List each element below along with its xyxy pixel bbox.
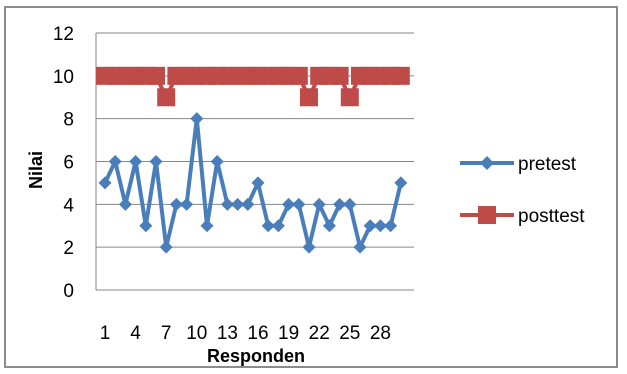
data-point-posttest	[289, 66, 308, 85]
x-axis-title: Responden	[207, 346, 305, 366]
data-point-pretest	[333, 197, 347, 211]
data-point-pretest	[312, 197, 326, 211]
data-point-pretest	[210, 155, 224, 168]
legend: pretest posttest	[460, 154, 585, 227]
data-point-pretest	[271, 219, 285, 233]
data-point-posttest	[391, 66, 410, 85]
x-tick-label: 10	[186, 323, 207, 344]
data-point-pretest	[159, 240, 173, 254]
data-point-pretest	[373, 219, 387, 233]
x-tick-label: 4	[130, 323, 141, 344]
data-point-pretest	[180, 197, 194, 211]
data-point-pretest	[129, 155, 143, 168]
x-tick-label: 1	[100, 323, 111, 344]
data-point-pretest	[282, 197, 296, 211]
series-line-pretest	[103, 116, 403, 250]
y-tick-label: 6	[63, 153, 74, 174]
data-point-pretest	[149, 155, 163, 168]
data-point-posttest	[147, 66, 165, 85]
data-point-pretest	[322, 219, 336, 233]
y-tick-label: 0	[63, 281, 74, 302]
data-point-pretest	[190, 112, 204, 126]
legend-marker-posttest	[478, 206, 496, 224]
data-point-pretest	[200, 219, 214, 233]
y-axis-ticks: 0 2 4 6 8 10 12	[53, 24, 75, 302]
x-tick-label: 16	[247, 323, 268, 344]
y-tick-label: 2	[63, 238, 74, 259]
data-point-pretest	[231, 197, 245, 211]
data-point-pretest	[261, 219, 275, 233]
data-point-pretest	[98, 176, 112, 190]
series-plot	[96, 66, 410, 254]
data-point-pretest	[220, 197, 234, 211]
x-tick-label: 25	[339, 323, 360, 344]
legend-marker-pretest	[480, 156, 494, 170]
x-tick-label: 19	[278, 323, 299, 344]
x-tick-label: 28	[370, 323, 391, 344]
x-tick-label: 13	[217, 323, 238, 344]
y-tick-label: 12	[53, 24, 74, 45]
x-tick-label: 22	[309, 323, 330, 344]
data-point-posttest	[330, 66, 349, 85]
data-point-pretest	[292, 197, 306, 211]
data-point-pretest	[139, 219, 153, 233]
data-point-posttest	[300, 88, 318, 107]
legend-label-posttest: posttest	[518, 206, 585, 227]
data-point-pretest	[384, 219, 398, 233]
data-point-pretest	[169, 197, 183, 211]
y-tick-label: 4	[63, 195, 74, 216]
data-point-pretest	[353, 240, 367, 254]
x-axis-ticks: 1 4 7 10 13 16 19 22 25 28	[100, 323, 391, 344]
data-point-pretest	[343, 197, 357, 211]
data-point-pretest	[302, 240, 316, 254]
y-axis-title: Nilai	[26, 151, 46, 189]
data-point-pretest	[108, 155, 122, 168]
y-tick-label: 10	[53, 67, 74, 88]
data-point-pretest	[118, 197, 132, 211]
data-point-posttest	[340, 88, 359, 107]
y-tick-label: 8	[63, 110, 74, 131]
data-point-pretest	[251, 176, 265, 190]
legend-label-pretest: pretest	[518, 154, 577, 175]
data-point-posttest	[157, 88, 176, 107]
x-tick-label: 7	[161, 323, 172, 344]
data-point-pretest	[394, 176, 408, 190]
data-point-pretest	[241, 197, 255, 211]
data-point-pretest	[363, 219, 377, 233]
